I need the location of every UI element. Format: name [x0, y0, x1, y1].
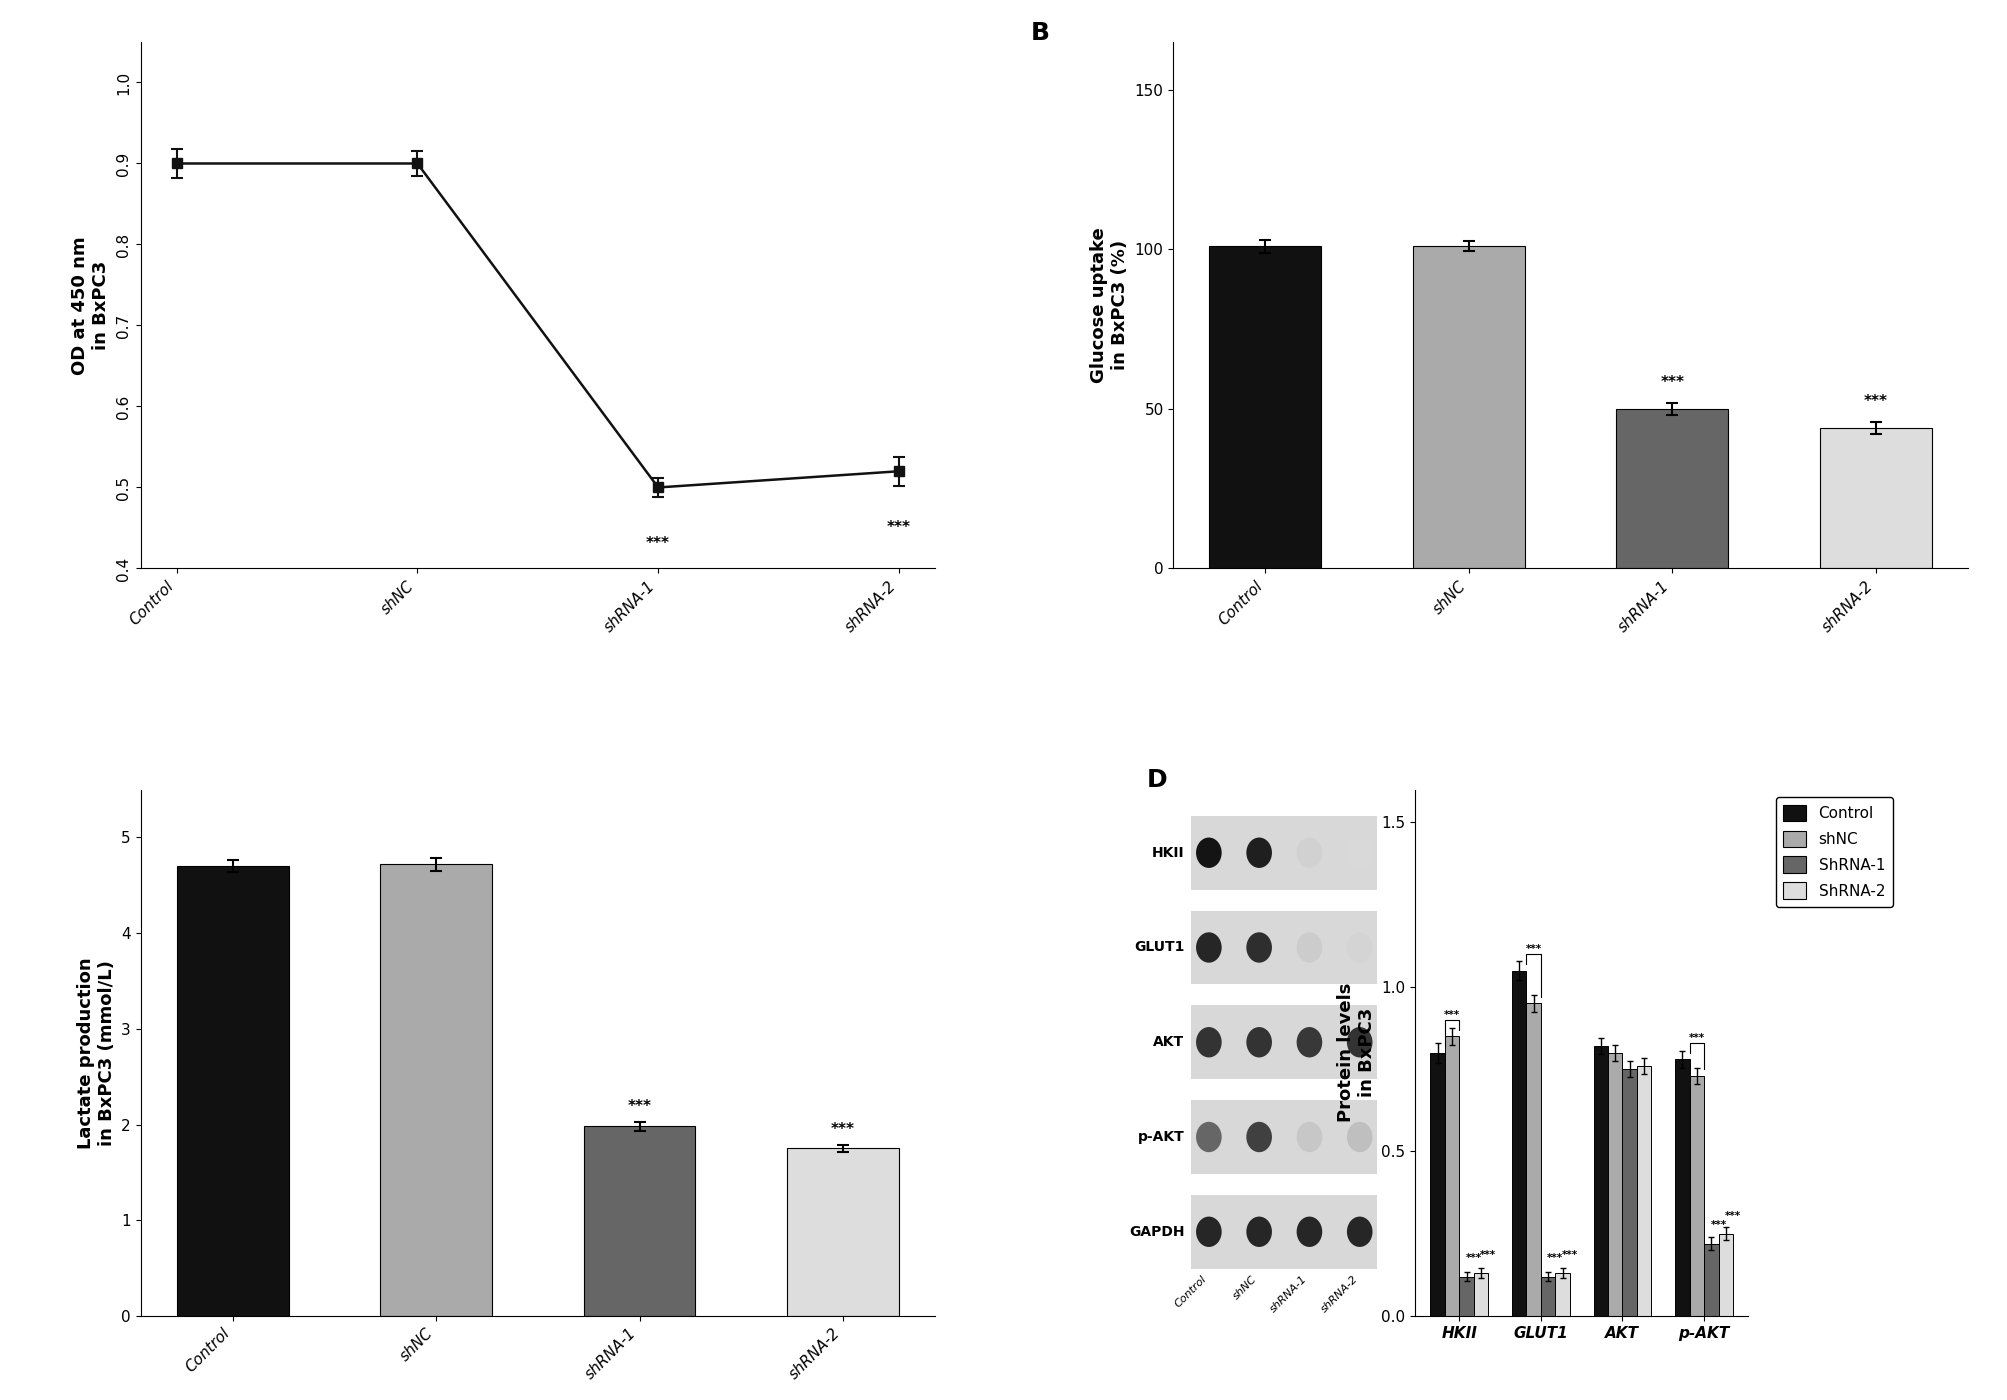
Bar: [177, 867, 289, 1316]
Text: ***: ***: [1561, 1250, 1578, 1260]
Text: ***: ***: [831, 1121, 855, 1137]
Text: GAPDH: GAPDH: [1128, 1225, 1184, 1239]
Ellipse shape: [1297, 1121, 1321, 1152]
Bar: [584, 1127, 694, 1316]
Bar: [379, 864, 492, 1316]
Ellipse shape: [1297, 932, 1321, 963]
Text: Control: Control: [1172, 1274, 1208, 1309]
Bar: [1704, 1243, 1718, 1316]
Text: ***: ***: [1710, 1221, 1726, 1231]
Ellipse shape: [1196, 837, 1220, 868]
Ellipse shape: [1246, 1121, 1270, 1152]
Ellipse shape: [1297, 1217, 1321, 1247]
Text: shNC: shNC: [1230, 1274, 1258, 1302]
Bar: [1608, 1053, 1622, 1316]
FancyBboxPatch shape: [1190, 910, 1377, 984]
Ellipse shape: [1246, 1217, 1270, 1247]
Bar: [1208, 246, 1321, 568]
Ellipse shape: [1246, 837, 1270, 868]
Bar: [1539, 1277, 1555, 1316]
Bar: [1616, 409, 1728, 568]
Text: ***: ***: [1688, 1033, 1704, 1043]
Text: B: B: [1030, 21, 1050, 45]
Text: AKT: AKT: [1152, 1035, 1184, 1049]
Bar: [1413, 246, 1523, 568]
Ellipse shape: [1246, 932, 1270, 963]
Bar: [1636, 1065, 1650, 1316]
Text: ***: ***: [1660, 375, 1684, 389]
Ellipse shape: [1246, 1028, 1270, 1057]
Text: ***: ***: [1547, 1253, 1563, 1263]
FancyBboxPatch shape: [1190, 1196, 1377, 1268]
Y-axis label: Protein levels
in BxPC3: Protein levels in BxPC3: [1337, 983, 1375, 1123]
Bar: [1429, 1053, 1445, 1316]
Text: shRNA-2: shRNA-2: [1319, 1274, 1359, 1315]
Bar: [1594, 1046, 1608, 1316]
Ellipse shape: [1297, 837, 1321, 868]
Legend: Control, shNC, ShRNA-1, ShRNA-2: Control, shNC, ShRNA-1, ShRNA-2: [1774, 797, 1893, 907]
Ellipse shape: [1347, 1028, 1373, 1057]
Y-axis label: Glucose uptake
in BxPC3 (%): Glucose uptake in BxPC3 (%): [1090, 227, 1128, 384]
Y-axis label: OD at 450 nm
in BxPC3: OD at 450 nm in BxPC3: [72, 237, 110, 375]
Bar: [1445, 1036, 1459, 1316]
FancyBboxPatch shape: [1190, 816, 1377, 889]
Bar: [1818, 428, 1931, 568]
Ellipse shape: [1196, 1028, 1220, 1057]
Ellipse shape: [1196, 932, 1220, 963]
Text: ***: ***: [1479, 1250, 1495, 1260]
Bar: [1525, 1004, 1539, 1316]
Ellipse shape: [1347, 1121, 1373, 1152]
Text: GLUT1: GLUT1: [1134, 941, 1184, 955]
Text: ***: ***: [1443, 1009, 1459, 1019]
Text: ***: ***: [887, 519, 911, 535]
Text: p-AKT: p-AKT: [1138, 1130, 1184, 1144]
Text: D: D: [1146, 769, 1166, 792]
Text: ***: ***: [1525, 944, 1541, 953]
Text: ***: ***: [646, 536, 670, 552]
Bar: [1555, 1273, 1569, 1316]
Text: ***: ***: [1862, 393, 1887, 409]
Text: ***: ***: [1465, 1253, 1481, 1263]
Ellipse shape: [1196, 1217, 1220, 1247]
FancyBboxPatch shape: [1190, 1100, 1377, 1173]
Bar: [1622, 1070, 1636, 1316]
FancyBboxPatch shape: [1190, 1005, 1377, 1079]
Text: ***: ***: [1724, 1211, 1740, 1221]
Bar: [1511, 970, 1525, 1316]
Text: ***: ***: [628, 1099, 650, 1114]
Bar: [787, 1148, 899, 1316]
Bar: [1459, 1277, 1473, 1316]
Ellipse shape: [1297, 1028, 1321, 1057]
Bar: [1688, 1075, 1704, 1316]
Ellipse shape: [1196, 1121, 1220, 1152]
Bar: [1473, 1273, 1487, 1316]
Bar: [1674, 1060, 1688, 1316]
Ellipse shape: [1347, 932, 1373, 963]
Y-axis label: Lactate production
in BxPC3 (mmol/L): Lactate production in BxPC3 (mmol/L): [76, 958, 116, 1148]
Ellipse shape: [1347, 1217, 1373, 1247]
Text: shRNA-1: shRNA-1: [1268, 1274, 1309, 1315]
Text: HKII: HKII: [1152, 846, 1184, 860]
Ellipse shape: [1347, 837, 1373, 868]
Bar: [1718, 1233, 1732, 1316]
